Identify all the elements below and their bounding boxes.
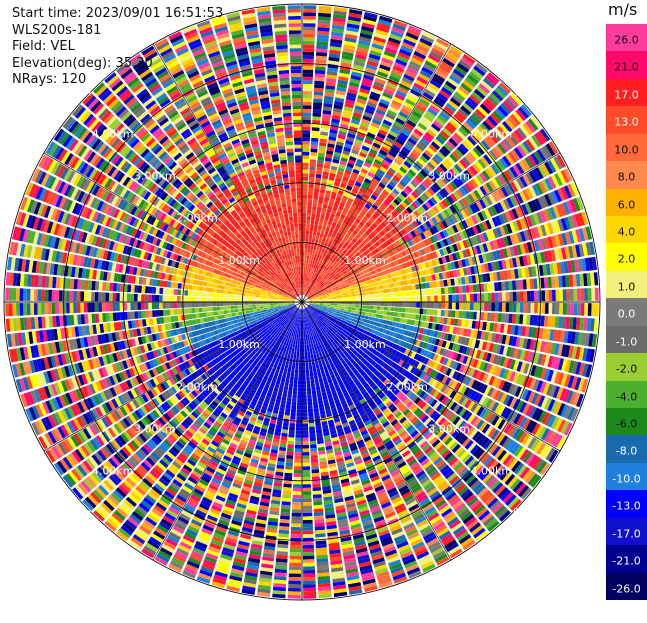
ppi-plot: 1.00km 1.00km 1.00km 1.00km 2.00km 2.00km 2.00… bbox=[3, 3, 601, 601]
ring-label: 5.00km bbox=[513, 507, 555, 520]
ring-label: 4.00km bbox=[92, 465, 134, 478]
colorbar-tick-label: 8.0 bbox=[617, 170, 636, 184]
colorbar-tick-label: -2.0 bbox=[615, 362, 638, 376]
colorbar-tick-label: -21.0 bbox=[612, 554, 641, 568]
azimuth-line bbox=[43, 301, 303, 452]
colorbar-tick-label: -26.0 bbox=[612, 582, 641, 596]
colorbar-tick-label: 17.0 bbox=[614, 88, 639, 102]
colorbar-segment bbox=[606, 188, 647, 217]
ring-label: 3.00km bbox=[428, 170, 470, 183]
colorbar-tick-label: -13.0 bbox=[612, 499, 641, 513]
colorbar-segment bbox=[606, 106, 647, 135]
colorbar: 26.0 21.0 17.0 13.0 10.0 8.0 6.0 4.0 2.0 1.0 0.0 -1… bbox=[606, 24, 647, 623]
range-ring bbox=[3, 3, 601, 601]
colorbar-segment bbox=[606, 353, 647, 382]
colorbar-tick-label: 26.0 bbox=[614, 33, 639, 47]
ring-label: 4.00km bbox=[471, 465, 513, 478]
azimuth-line bbox=[301, 43, 452, 303]
colorbar-tick-label: 6.0 bbox=[617, 198, 636, 212]
elevation-text: Elevation(deg): 35.30 bbox=[12, 55, 153, 71]
colorbar-segment bbox=[606, 490, 647, 519]
azimuth-line bbox=[301, 301, 561, 452]
ring-label: 3.00km bbox=[134, 170, 176, 183]
velocity-field bbox=[5, 5, 599, 599]
colorbar-segment bbox=[606, 133, 647, 162]
nrays-text: NRays: 120 bbox=[12, 72, 87, 87]
ring-label: 2.00km bbox=[386, 212, 428, 225]
colorbar-segment bbox=[606, 51, 647, 80]
start-time-text: Start time: 2023/09/01 16:51:53 bbox=[12, 6, 224, 21]
colorbar-tick-label: 4.0 bbox=[617, 225, 636, 239]
colorbar-segment bbox=[606, 298, 647, 327]
ring-label: 2.00km bbox=[176, 380, 218, 393]
range-rings: 1.00km 1.00km 1.00km 1.00km 2.00km 2.00km 2.00… bbox=[3, 3, 601, 601]
colorbar-segment bbox=[606, 545, 647, 574]
colorbar-tick-label: 13.0 bbox=[614, 115, 639, 129]
ring-label: 1.00km bbox=[344, 254, 386, 267]
ring-label: 3.00km bbox=[134, 422, 176, 435]
colorbar-tick-label: -8.0 bbox=[615, 444, 638, 458]
range-ring bbox=[241, 241, 363, 363]
instrument-name-text: WLS200s-181 bbox=[12, 22, 102, 38]
ring-label: 3.00km bbox=[428, 422, 470, 435]
colorbar-tick-label: 10.0 bbox=[614, 143, 639, 157]
colorbar-segment bbox=[606, 78, 647, 107]
ring-label: 1.00km bbox=[344, 338, 386, 351]
colorbar-segment bbox=[606, 270, 647, 299]
colorbar-tick-label: -30.0 bbox=[612, 609, 641, 623]
colorbar-tick-label: 0.0 bbox=[617, 307, 636, 321]
colorbar-unit: m/s bbox=[608, 0, 638, 19]
colorbar-tick-label: 2.0 bbox=[617, 252, 636, 266]
ring-label: 5.00km bbox=[513, 85, 555, 98]
range-ring bbox=[122, 122, 482, 482]
colorbar-segment bbox=[606, 408, 647, 436]
colorbar-segment bbox=[606, 380, 647, 409]
range-ring bbox=[182, 182, 422, 422]
azimuth-line bbox=[152, 301, 303, 561]
ring-label: 4.00km bbox=[471, 127, 513, 140]
colorbar-segment bbox=[606, 243, 647, 272]
colorbar-segment bbox=[606, 216, 647, 244]
azimuth-line bbox=[301, 152, 561, 303]
azimuth-line bbox=[152, 43, 303, 303]
colorbar-segment bbox=[606, 435, 647, 464]
colorbar-tick-label: 21.0 bbox=[614, 60, 639, 74]
colorbar-tick-label: -1.0 bbox=[615, 335, 638, 349]
colorbar-segment bbox=[606, 572, 647, 601]
info-panel: Start time: 2023/09/01 16:51:53 WLS200s-… bbox=[12, 6, 223, 89]
ring-label: 5.00km bbox=[50, 85, 92, 98]
colorbar-tick-label: 1.0 bbox=[617, 280, 636, 294]
field-text: Field: VEL bbox=[12, 39, 75, 54]
ring-label: 4.00km bbox=[92, 127, 134, 140]
range-ring bbox=[63, 63, 541, 541]
colorbar-segment bbox=[606, 24, 647, 52]
colorbar-segment bbox=[606, 325, 647, 354]
ring-label: 1.00km bbox=[218, 254, 260, 267]
colorbar-tick-label: -10.0 bbox=[612, 472, 641, 486]
colorbar-segment bbox=[606, 517, 647, 546]
ring-label: 5.00km bbox=[50, 507, 92, 520]
colorbar-tick-label: -6.0 bbox=[615, 417, 638, 431]
azimuth-line bbox=[301, 301, 452, 561]
colorbar-tick-label: -4.0 bbox=[615, 390, 638, 404]
colorbar-segment bbox=[606, 462, 647, 491]
colorbar-segment bbox=[606, 161, 647, 190]
azimuth-line bbox=[43, 152, 303, 303]
ring-label: 2.00km bbox=[386, 380, 428, 393]
colorbar-tick-label: -17.0 bbox=[612, 527, 641, 541]
ring-label: 1.00km bbox=[218, 338, 260, 351]
ring-label: 2.00km bbox=[176, 212, 218, 225]
